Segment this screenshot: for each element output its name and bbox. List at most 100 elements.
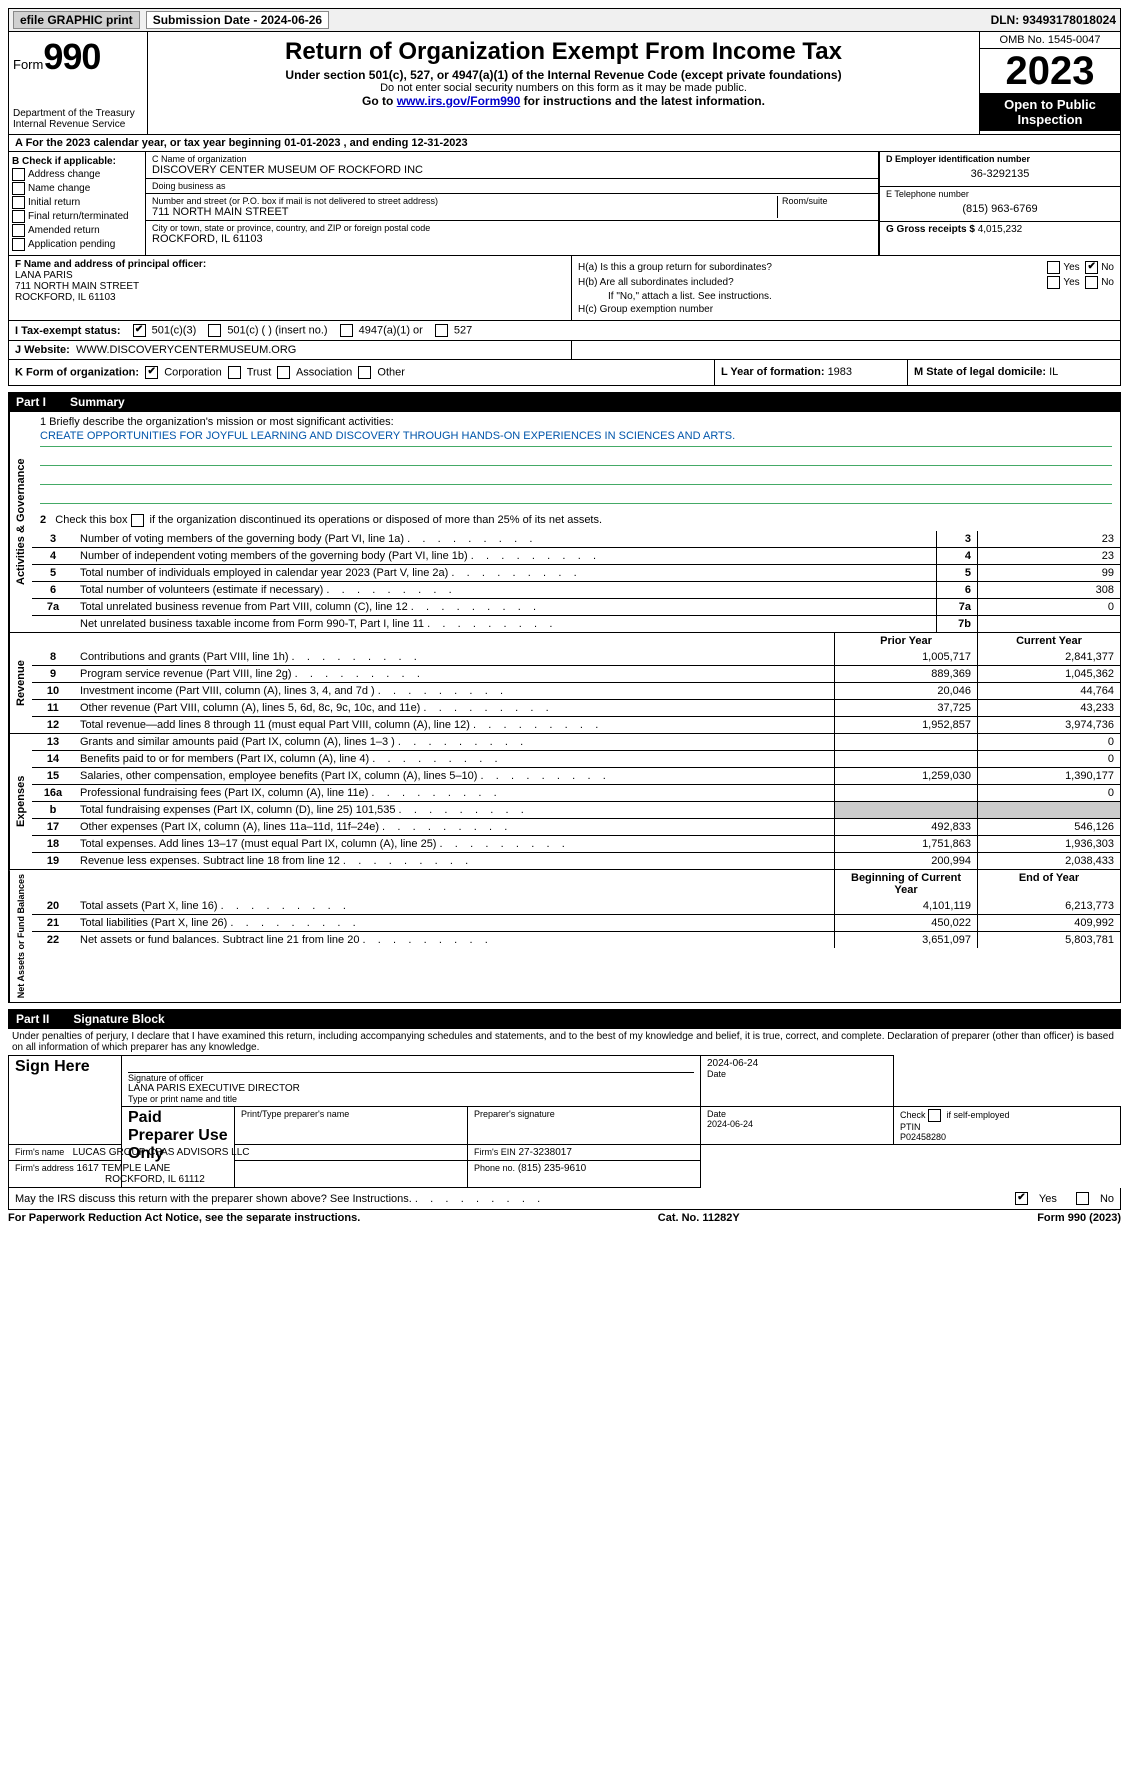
- vtab-exp: Expenses: [9, 734, 32, 869]
- chk-assoc[interactable]: [277, 366, 290, 379]
- ein-label: D Employer identification number: [886, 154, 1114, 164]
- firm-addr1: 1617 TEMPLE LANE: [77, 1163, 171, 1174]
- chk-address[interactable]: [12, 168, 25, 181]
- officer-addr2: ROCKFORD, IL 61103: [15, 292, 565, 303]
- curr-val: 409,992: [978, 915, 1121, 932]
- part1-header: Part I Summary: [8, 392, 1121, 412]
- type-name-label: Type or print name and title: [128, 1094, 694, 1104]
- line-num: 22: [32, 932, 74, 949]
- chk-trust[interactable]: [228, 366, 241, 379]
- year-formation: 1983: [828, 366, 852, 378]
- line-num: 20: [32, 898, 74, 915]
- tel: (815) 963-6769: [886, 199, 1114, 219]
- officer-name: LANA PARIS: [15, 270, 565, 281]
- chk-initial[interactable]: [12, 196, 25, 209]
- submission-date: Submission Date - 2024-06-26: [146, 11, 329, 29]
- line-num: 5: [32, 565, 74, 582]
- chk-4947[interactable]: [340, 324, 353, 337]
- line-val: 23: [978, 531, 1121, 548]
- prior-val: 492,833: [835, 819, 978, 836]
- firm-name: LUCAS GROUP CPAS ADVISORS LLC: [73, 1147, 250, 1158]
- topbar: efile GRAPHIC print Submission Date - 20…: [8, 8, 1121, 32]
- prior-val: [835, 734, 978, 751]
- tel-label: E Telephone number: [886, 189, 1114, 199]
- k-label: K Form of organization:: [15, 366, 139, 378]
- chk-name[interactable]: [12, 182, 25, 195]
- line-key: 3: [937, 531, 978, 548]
- line-key: 5: [937, 565, 978, 582]
- klm-row: K Form of organization: Corporation Trus…: [8, 360, 1121, 386]
- line-num: 17: [32, 819, 74, 836]
- curr-val: 44,764: [978, 683, 1121, 700]
- line-text: Total number of volunteers (estimate if …: [74, 582, 937, 599]
- chk-527[interactable]: [435, 324, 448, 337]
- chk-app-pending[interactable]: [12, 238, 25, 251]
- line-text: Other revenue (Part VIII, column (A), li…: [74, 700, 835, 717]
- line-num: 19: [32, 853, 74, 870]
- line-text: Total number of individuals employed in …: [74, 565, 937, 582]
- ha-yes[interactable]: [1047, 261, 1060, 274]
- prior-val: 20,046: [835, 683, 978, 700]
- line-text: Total fundraising expenses (Part IX, col…: [74, 802, 835, 819]
- line-text: Total assets (Part X, line 16): [74, 898, 835, 915]
- prior-val: 4,101,119: [835, 898, 978, 915]
- line-val: 99: [978, 565, 1121, 582]
- discuss-no[interactable]: [1076, 1192, 1089, 1205]
- footer: For Paperwork Reduction Act Notice, see …: [8, 1210, 1121, 1226]
- chk-501c3[interactable]: [133, 324, 146, 337]
- line-num: 10: [32, 683, 74, 700]
- prior-val: 1,751,863: [835, 836, 978, 853]
- subtitle-3: Go to www.irs.gov/Form990 for instructio…: [156, 94, 971, 108]
- chk-501c[interactable]: [208, 324, 221, 337]
- hb-no[interactable]: [1085, 276, 1098, 289]
- chk-self-emp[interactable]: [928, 1109, 941, 1122]
- addr-label: Number and street (or P.O. box if mail i…: [152, 196, 773, 206]
- irs-link[interactable]: www.irs.gov/Form990: [397, 94, 521, 108]
- form-title: Return of Organization Exempt From Incom…: [156, 38, 971, 66]
- line-text: Number of independent voting members of …: [74, 548, 937, 565]
- form-header: Form990 Department of the Treasury Inter…: [8, 32, 1121, 135]
- discuss-yes[interactable]: [1015, 1192, 1028, 1205]
- line2: 2 Check this box if the organization dis…: [40, 514, 602, 526]
- line-num: 7a: [32, 599, 74, 616]
- hb-label: H(b) Are all subordinates included?: [578, 277, 734, 288]
- prior-val: [835, 802, 978, 819]
- net-block: Net Assets or Fund Balances Beginning of…: [8, 870, 1121, 1003]
- line-num: 12: [32, 717, 74, 734]
- tax-status-row: I Tax-exempt status: 501(c)(3) 501(c) ( …: [8, 321, 1121, 341]
- prior-val: 3,651,097: [835, 932, 978, 949]
- line1-label: 1 Briefly describe the organization's mi…: [40, 416, 1112, 428]
- chk-other[interactable]: [358, 366, 371, 379]
- officer-label: F Name and address of principal officer:: [15, 259, 206, 270]
- line-text: Professional fundraising fees (Part IX, …: [74, 785, 835, 802]
- line-text: Revenue less expenses. Subtract line 18 …: [74, 853, 835, 870]
- addr: 711 NORTH MAIN STREET: [152, 206, 773, 218]
- hb-yes[interactable]: [1047, 276, 1060, 289]
- chk-discontinued[interactable]: [131, 514, 144, 527]
- prep-sig-label: Preparer's signature: [474, 1109, 694, 1119]
- line-val: [978, 616, 1121, 633]
- mission-text: CREATE OPPORTUNITIES FOR JOYFUL LEARNING…: [40, 430, 1112, 447]
- vtab-rev: Revenue: [9, 633, 32, 733]
- ptin: P02458280: [900, 1132, 946, 1142]
- chk-final[interactable]: [12, 210, 25, 223]
- line-num: [32, 616, 74, 633]
- ha-no[interactable]: [1085, 261, 1098, 274]
- efile-print-button[interactable]: efile GRAPHIC print: [13, 11, 140, 29]
- chk-corp[interactable]: [145, 366, 158, 379]
- curr-val: 2,841,377: [978, 649, 1121, 666]
- line-num: 15: [32, 768, 74, 785]
- chk-amended[interactable]: [12, 224, 25, 237]
- sign-here-label: Sign Here: [9, 1056, 122, 1145]
- domicile: IL: [1049, 366, 1058, 378]
- org-name-label: C Name of organization: [152, 154, 872, 164]
- line-text: Total revenue—add lines 8 through 11 (mu…: [74, 717, 835, 734]
- curr-year-hdr: Current Year: [978, 633, 1121, 649]
- i-label: I Tax-exempt status:: [15, 325, 121, 337]
- curr-val: 2,038,433: [978, 853, 1121, 870]
- officer-name-typed: LANA PARIS EXECUTIVE DIRECTOR: [128, 1083, 694, 1094]
- prior-val: [835, 751, 978, 768]
- line-text: Net unrelated business taxable income fr…: [74, 616, 937, 633]
- prior-val: 200,994: [835, 853, 978, 870]
- curr-val: 1,045,362: [978, 666, 1121, 683]
